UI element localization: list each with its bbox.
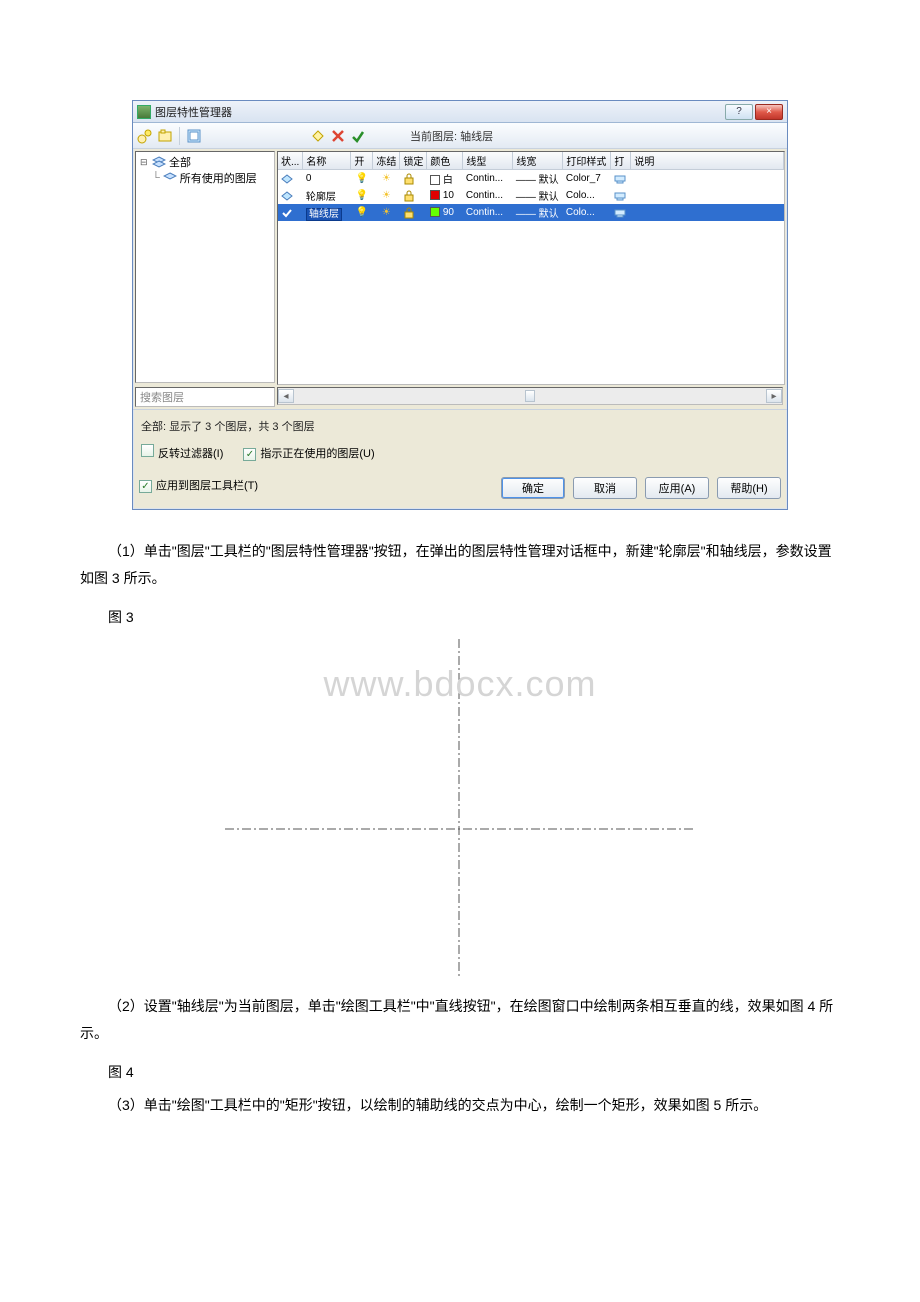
apply-button[interactable]: 应用(A): [645, 477, 709, 499]
sun-icon[interactable]: ☀: [382, 190, 391, 201]
help-button-footer[interactable]: 帮助(H): [717, 477, 781, 499]
col-color[interactable]: 颜色: [427, 152, 463, 170]
scroll-left-icon[interactable]: ◂: [278, 389, 294, 403]
current-layer-label: 当前图层: 轴线层: [410, 128, 493, 144]
col-freeze[interactable]: 冻结: [373, 152, 400, 170]
search-input[interactable]: 搜索图层: [135, 387, 275, 407]
summary-text: 全部: 显示了 3 个图层，共 3 个图层: [139, 416, 781, 442]
new-group-filter-icon[interactable]: [157, 128, 173, 144]
delete-layer-icon[interactable]: [330, 128, 346, 144]
new-filter-icon[interactable]: [137, 128, 153, 144]
col-plotstyle[interactable]: 打印样式: [563, 152, 611, 170]
col-lineweight[interactable]: 线宽: [513, 152, 563, 170]
bulb-icon[interactable]: 💡: [356, 207, 368, 218]
tree-label-used: 所有使用的图层: [180, 170, 257, 186]
dialog-footer: 全部: 显示了 3 个图层，共 3 个图层 反转过滤器(I) ✓指示正在使用的图…: [133, 409, 787, 509]
set-current-icon[interactable]: [350, 128, 366, 144]
app-icon: [137, 105, 151, 119]
layers-stack-icon: [152, 156, 166, 168]
table-row[interactable]: 0💡☀白Contin...—— 默认Color_7: [278, 170, 784, 188]
sun-icon[interactable]: ☀: [382, 173, 391, 184]
lock-icon[interactable]: [403, 207, 424, 219]
scroll-right-icon[interactable]: ▸: [766, 389, 782, 403]
tree-row-all[interactable]: ⊟ 全部: [138, 154, 272, 170]
filter-tree[interactable]: ⊟ 全部 └ 所有使用的图层: [135, 151, 275, 383]
horizontal-scrollbar[interactable]: ◂ ▸: [277, 387, 783, 405]
figure4-canvas: www.bdocx.com: [221, 635, 699, 983]
figure3-label: 图 3: [108, 607, 840, 627]
bulb-icon[interactable]: 💡: [356, 173, 368, 184]
indicate-used-checkbox[interactable]: ✓指示正在使用的图层(U): [243, 445, 374, 461]
col-desc[interactable]: 说明: [631, 152, 784, 170]
lock-icon[interactable]: [403, 173, 424, 185]
titlebar[interactable]: 图层特性管理器 ? ×: [133, 101, 787, 123]
close-button[interactable]: ×: [755, 104, 783, 120]
tree-row-used[interactable]: └ 所有使用的图层: [138, 170, 272, 186]
paragraph-2: （2）设置"轴线层"为当前图层，单击"绘图工具栏"中"直线按钮"，在绘图窗口中绘…: [80, 993, 840, 1046]
col-plot[interactable]: 打: [611, 152, 631, 170]
dialog-title: 图层特性管理器: [155, 104, 723, 120]
figure4-label: 图 4: [108, 1062, 840, 1082]
apply-toolbar-checkbox[interactable]: ✓应用到图层工具栏(T): [139, 477, 258, 493]
layer-properties-dialog: 图层特性管理器 ? × 当前图层: 轴线层 ⊟: [132, 100, 788, 510]
scroll-thumb[interactable]: [525, 390, 535, 402]
ok-button[interactable]: 确定: [501, 477, 565, 499]
col-status[interactable]: 状...: [278, 152, 303, 170]
layer-grid[interactable]: 状... 名称 开 冻结 锁定 颜色 线型 线宽 打印样式 打 说明: [277, 151, 785, 385]
sun-icon[interactable]: ☀: [382, 207, 391, 218]
paragraph-1: （1）单击"图层"工具栏的"图层特性管理器"按钮，在弹出的图层特性管理对话框中，…: [80, 538, 840, 591]
toolbar: 当前图层: 轴线层: [133, 123, 787, 149]
search-placeholder: 搜索图层: [140, 389, 184, 405]
new-layer-icon[interactable]: [310, 128, 326, 144]
col-on[interactable]: 开: [351, 152, 373, 170]
bulb-icon[interactable]: 💡: [356, 190, 368, 201]
lock-icon[interactable]: [403, 190, 424, 202]
invert-filter-checkbox[interactable]: 反转过滤器(I): [141, 444, 223, 461]
layers-used-icon: [163, 172, 177, 184]
tree-expand-icon[interactable]: ⊟: [140, 157, 149, 168]
help-button[interactable]: ?: [725, 104, 753, 120]
axis-lines-svg: [221, 635, 699, 983]
tree-label-all: 全部: [169, 154, 191, 170]
table-row[interactable]: 轴线层💡☀90Contin...—— 默认Colo...: [278, 204, 784, 221]
paragraph-3: （3）单击"绘图"工具栏中的"矩形"按钮，以绘制的辅助线的交点为中心，绘制一个矩…: [80, 1092, 840, 1119]
col-lock[interactable]: 锁定: [400, 152, 427, 170]
table-row[interactable]: 轮廓层💡☀10Contin...—— 默认Colo...: [278, 187, 784, 204]
cancel-button[interactable]: 取消: [573, 477, 637, 499]
toolbar-separator: [179, 127, 180, 145]
options-row: 反转过滤器(I) ✓指示正在使用的图层(U): [139, 442, 781, 463]
grid-header: 状... 名称 开 冻结 锁定 颜色 线型 线宽 打印样式 打 说明: [278, 152, 784, 170]
main-area: ⊟ 全部 └ 所有使用的图层 搜索图层: [133, 149, 787, 409]
layer-states-icon[interactable]: [186, 128, 202, 144]
col-linetype[interactable]: 线型: [463, 152, 513, 170]
col-name[interactable]: 名称: [303, 152, 351, 170]
